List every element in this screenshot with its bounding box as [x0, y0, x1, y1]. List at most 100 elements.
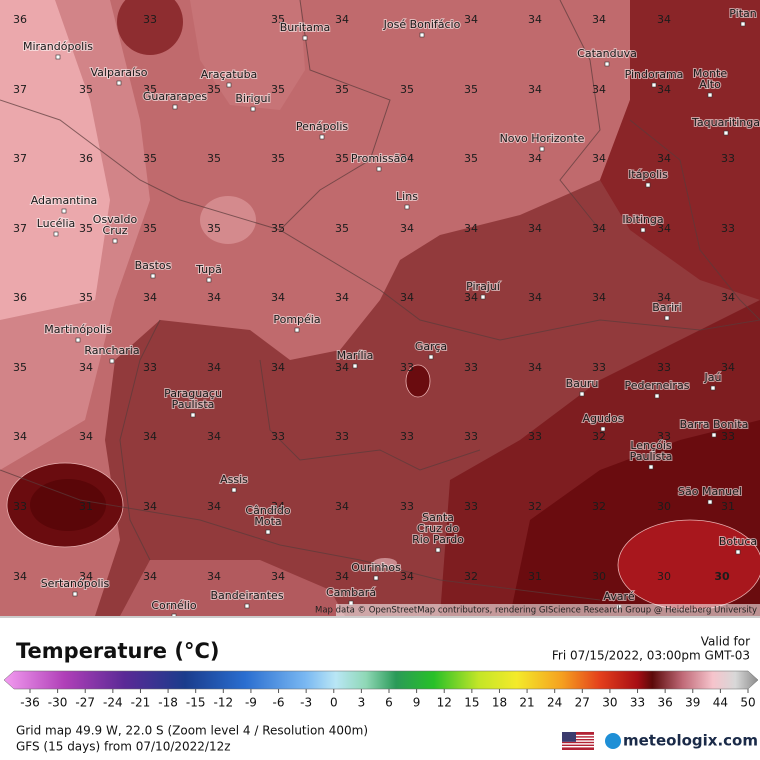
city-label: Bandeirantes	[210, 589, 283, 602]
city-label: Marília	[337, 349, 374, 362]
city-dot	[654, 393, 660, 399]
city-label: Cambará	[326, 586, 376, 599]
city-dot	[723, 130, 729, 136]
city-dot	[376, 166, 382, 172]
city-dot	[651, 82, 657, 88]
scale-label: 24	[547, 696, 562, 710]
city-dot	[600, 426, 606, 432]
city-dot	[711, 432, 717, 438]
grid-value: 31	[721, 500, 735, 513]
scale-label: -9	[245, 696, 257, 710]
attribution: Map data © OpenStreetMap contributors, r…	[315, 606, 757, 616]
city-label-line: Lençóis	[630, 439, 672, 452]
scale-label: -3	[300, 696, 312, 710]
city-dot	[72, 591, 78, 597]
city-label-line: Paulista	[630, 450, 673, 463]
city-label-line: Monte	[693, 67, 728, 80]
grid-value: 33	[464, 361, 478, 374]
scale-label: 3	[358, 696, 366, 710]
city-layer: Mirandópolis Valparaíso Araçatuba Guararape…	[22, 6, 760, 616]
scale-label: 6	[385, 696, 393, 710]
grid-value: 33	[400, 500, 414, 513]
scale-label: -18	[158, 696, 178, 710]
us-flag	[562, 732, 594, 750]
grid-value: 34	[400, 570, 414, 583]
city-dot	[604, 61, 610, 67]
city-label: Osvaldo Cruz	[93, 213, 138, 237]
city-label-line: Rio Pardo	[412, 533, 464, 546]
scale-layer: -36 -30 -27 -24 -21 -18 -15 -12 -9 -6 -3 0 3 6 9 12 15 18…	[20, 689, 756, 710]
city-dot	[265, 529, 271, 535]
city-label: Bastos	[135, 259, 172, 272]
scale-label: -21	[131, 696, 151, 710]
grid-value: 34	[335, 291, 349, 304]
grid-value: 34	[657, 291, 671, 304]
grid-value: 30	[714, 570, 730, 583]
city-label: Penápolis	[296, 120, 349, 133]
city-dot	[710, 385, 716, 391]
city-label: Jaú	[704, 371, 722, 384]
city-label: Birigui	[235, 92, 270, 105]
grid-value: 34	[592, 13, 606, 26]
grid-value: 34	[335, 361, 349, 374]
city-dot	[735, 549, 741, 555]
legend-title: Temperature (°C)	[16, 639, 219, 663]
city-label: Lucélia	[37, 217, 76, 230]
city-dot	[250, 106, 256, 112]
city-dot	[404, 204, 410, 210]
scale-label: 27	[575, 696, 590, 710]
grid-value: 35	[79, 222, 93, 235]
grid-value: 35	[207, 222, 221, 235]
city-label-line: Cruz do	[417, 522, 459, 535]
city-label: Pompéia	[273, 313, 320, 326]
grid-value: 34	[528, 361, 542, 374]
city-label: Cândido Mota	[245, 504, 290, 528]
grid-value: 35	[207, 152, 221, 165]
city-dot	[480, 294, 486, 300]
grid-value: 34	[143, 570, 157, 583]
grid-value: 34	[207, 291, 221, 304]
city-dot	[648, 464, 654, 470]
grid-value: 33	[143, 361, 157, 374]
city-dot	[172, 104, 178, 110]
scale-label: -24	[103, 696, 123, 710]
grid-value: 34	[13, 570, 27, 583]
scale-label: -12	[214, 696, 234, 710]
scale-label: 12	[437, 696, 452, 710]
grid-value: 33	[721, 430, 735, 443]
grid-value: 34	[464, 222, 478, 235]
grid-value: 36	[13, 291, 27, 304]
city-label-line: Paulista	[172, 398, 215, 411]
city-label: Avaré	[603, 590, 634, 603]
city-dot	[190, 412, 196, 418]
city-label: Bauru	[566, 377, 599, 390]
city-label: Paraguaçu Paulista	[164, 387, 222, 411]
grid-value: 36	[79, 152, 93, 165]
brand[interactable]: meteologix.com	[623, 732, 758, 750]
city-dot	[539, 146, 545, 152]
city-dot	[664, 315, 670, 321]
city-dot	[428, 354, 434, 360]
city-dot	[419, 32, 425, 38]
grid-value: 37	[13, 222, 27, 235]
grid-value: 36	[13, 13, 27, 26]
city-dot	[150, 273, 156, 279]
grid-value: 34	[657, 13, 671, 26]
grid-value: 30	[657, 500, 671, 513]
scale-label: -36	[20, 696, 40, 710]
map: 36 33 35 34 34 34 34 34 37 35 35 35 35 35 35 35 34 34 34 37…	[0, 0, 760, 616]
city-label: Adamantina	[31, 194, 98, 207]
grid-value: 34	[721, 361, 735, 374]
city-dot	[319, 134, 325, 140]
grid-value: 35	[464, 152, 478, 165]
grid-value: 34	[271, 570, 285, 583]
grid-value: 34	[657, 83, 671, 96]
grid-value: 34	[79, 361, 93, 374]
city-label: Assis	[220, 473, 248, 486]
valid-time: Fri 07/15/2022, 03:00pm GMT-03	[552, 649, 750, 663]
brand-logo	[605, 733, 621, 749]
city-label: Sertanópolis	[41, 577, 110, 590]
city-dot	[55, 54, 61, 60]
city-label-line: Osvaldo	[93, 213, 138, 226]
grid-value: 34	[271, 291, 285, 304]
